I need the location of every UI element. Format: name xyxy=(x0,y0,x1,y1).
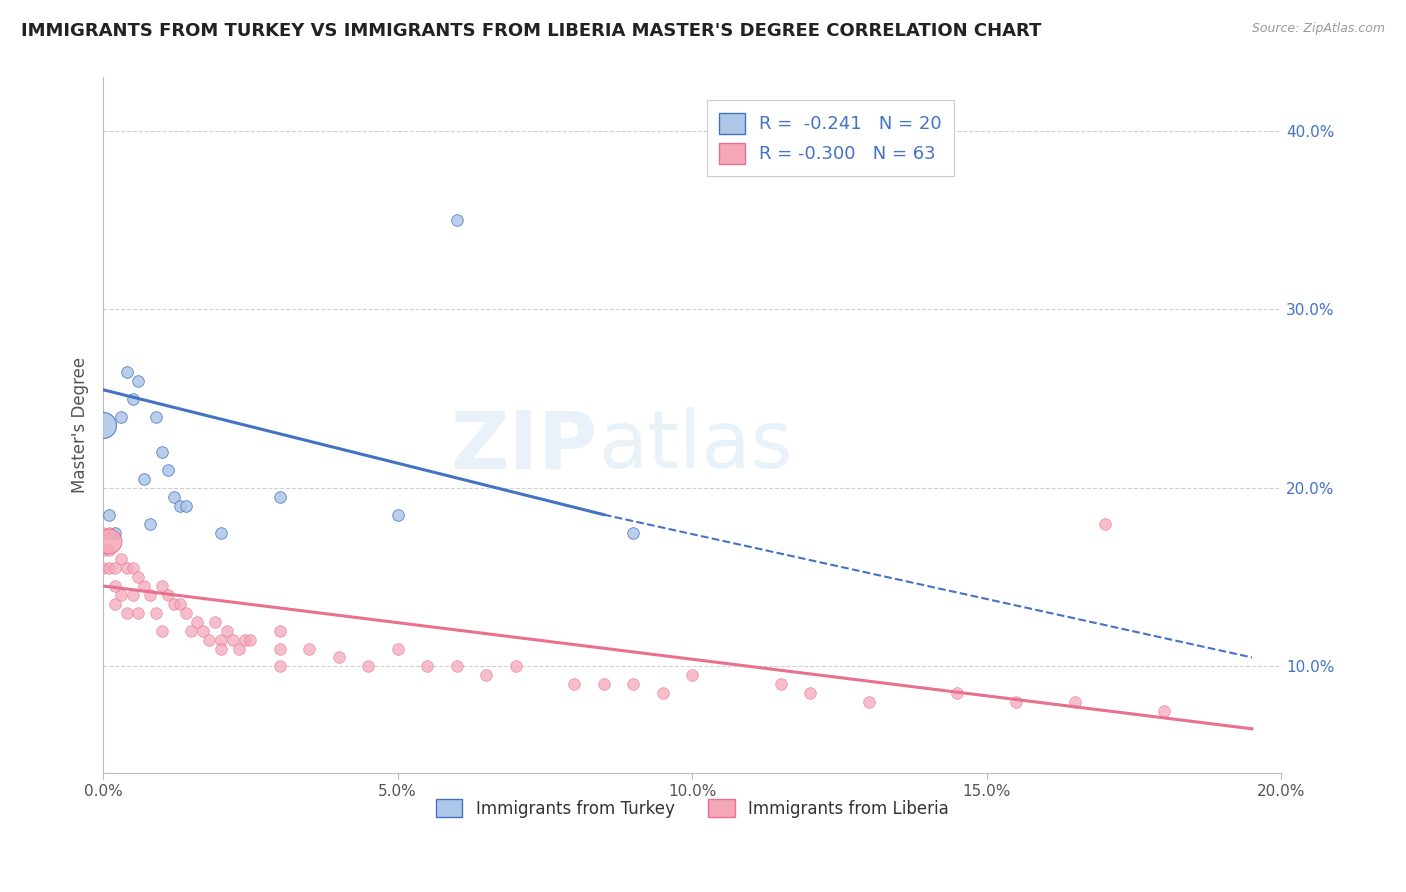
Point xyxy=(198,632,221,647)
Point xyxy=(564,677,586,691)
Legend: Immigrants from Turkey, Immigrants from Liberia: Immigrants from Turkey, Immigrants from … xyxy=(429,793,956,824)
Point xyxy=(145,606,167,620)
Point xyxy=(104,561,127,575)
Point xyxy=(799,686,821,700)
Point xyxy=(446,213,468,227)
Point xyxy=(127,374,149,388)
Point xyxy=(215,624,238,638)
Point xyxy=(222,632,245,647)
Point xyxy=(139,588,162,602)
Point xyxy=(269,490,291,504)
Text: IMMIGRANTS FROM TURKEY VS IMMIGRANTS FROM LIBERIA MASTER'S DEGREE CORRELATION CH: IMMIGRANTS FROM TURKEY VS IMMIGRANTS FRO… xyxy=(21,22,1042,40)
Point xyxy=(505,659,527,673)
Point xyxy=(145,409,167,424)
Point xyxy=(387,641,409,656)
Point xyxy=(115,606,138,620)
Point xyxy=(115,365,138,379)
Point xyxy=(769,677,792,691)
Point xyxy=(1094,516,1116,531)
Point xyxy=(150,624,173,638)
Point xyxy=(98,561,121,575)
Text: ZIP: ZIP xyxy=(451,408,598,485)
Point xyxy=(163,597,186,611)
Point xyxy=(134,472,156,486)
Point xyxy=(174,499,197,513)
Point xyxy=(121,392,143,406)
Point xyxy=(1153,704,1175,718)
Point xyxy=(946,686,969,700)
Point xyxy=(169,597,191,611)
Point xyxy=(228,641,250,656)
Point xyxy=(104,597,127,611)
Point xyxy=(858,695,880,709)
Point xyxy=(209,641,232,656)
Point xyxy=(209,632,232,647)
Point xyxy=(134,579,156,593)
Point xyxy=(98,525,121,540)
Point xyxy=(110,588,132,602)
Text: atlas: atlas xyxy=(598,408,793,485)
Point xyxy=(186,615,208,629)
Point xyxy=(98,543,121,558)
Point xyxy=(98,534,121,549)
Point xyxy=(156,463,179,477)
Point xyxy=(1005,695,1028,709)
Point xyxy=(387,508,409,522)
Point xyxy=(98,508,121,522)
Point xyxy=(150,579,173,593)
Point xyxy=(269,624,291,638)
Point xyxy=(163,490,186,504)
Point xyxy=(104,579,127,593)
Point xyxy=(139,516,162,531)
Point xyxy=(174,606,197,620)
Point xyxy=(169,499,191,513)
Point xyxy=(357,659,380,673)
Point xyxy=(180,624,202,638)
Point xyxy=(104,525,127,540)
Point xyxy=(91,418,114,433)
Point xyxy=(269,641,291,656)
Point xyxy=(204,615,226,629)
Point xyxy=(328,650,350,665)
Point xyxy=(121,588,143,602)
Point xyxy=(110,552,132,566)
Point xyxy=(121,561,143,575)
Point xyxy=(91,525,114,540)
Point xyxy=(239,632,262,647)
Point xyxy=(1064,695,1087,709)
Point xyxy=(110,409,132,424)
Point xyxy=(621,677,644,691)
Point xyxy=(651,686,673,700)
Point xyxy=(156,588,179,602)
Point xyxy=(416,659,439,673)
Point xyxy=(193,624,215,638)
Y-axis label: Master's Degree: Master's Degree xyxy=(72,358,89,493)
Point xyxy=(150,445,173,459)
Point xyxy=(91,543,114,558)
Point xyxy=(127,606,149,620)
Point xyxy=(115,561,138,575)
Point xyxy=(269,659,291,673)
Point xyxy=(209,525,232,540)
Point xyxy=(91,561,114,575)
Point xyxy=(446,659,468,673)
Text: Source: ZipAtlas.com: Source: ZipAtlas.com xyxy=(1251,22,1385,36)
Point xyxy=(621,525,644,540)
Point xyxy=(127,570,149,584)
Point xyxy=(475,668,498,682)
Point xyxy=(298,641,321,656)
Point xyxy=(233,632,256,647)
Point xyxy=(681,668,703,682)
Point xyxy=(593,677,616,691)
